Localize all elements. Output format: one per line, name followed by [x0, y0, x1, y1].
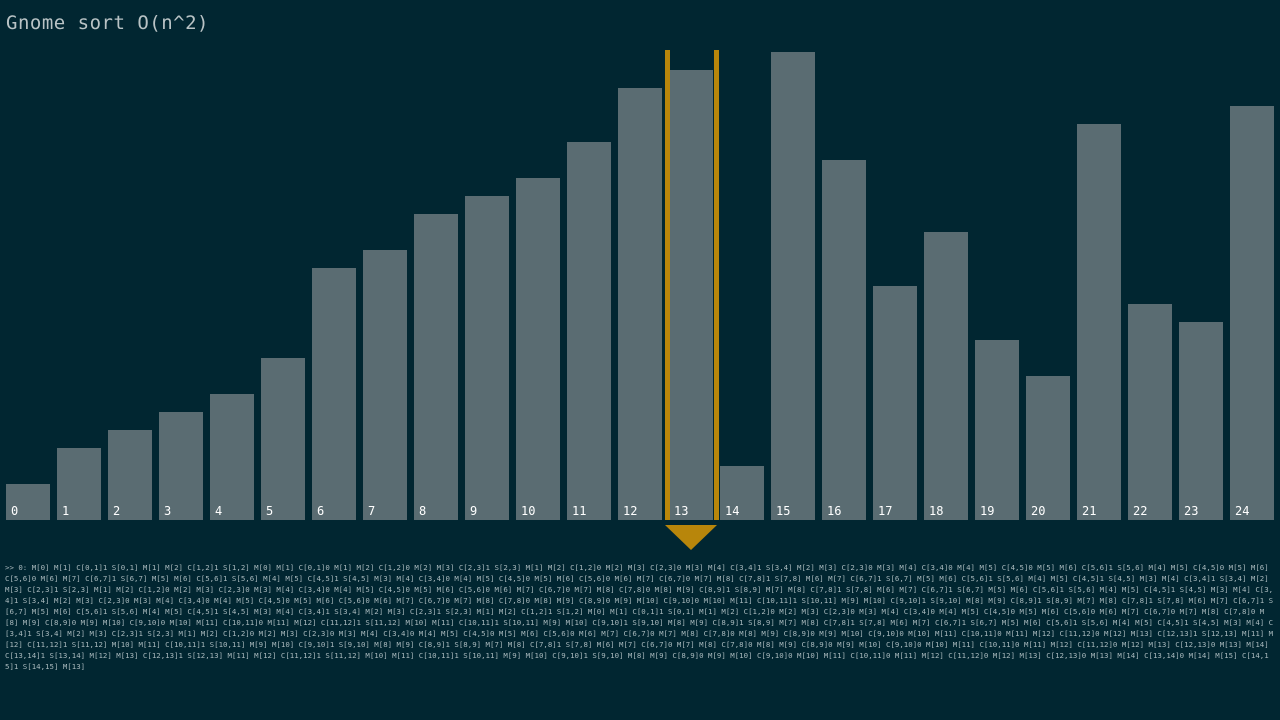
bar-19: 19 [975, 340, 1019, 520]
bar-index-label: 21 [1082, 504, 1097, 518]
bar-index-label: 19 [980, 504, 995, 518]
bar-index-label: 1 [62, 504, 70, 518]
bar-index-label: 6 [317, 504, 325, 518]
bar-index-label: 17 [878, 504, 893, 518]
bar-2: 2 [108, 430, 152, 520]
bar-18: 18 [924, 232, 968, 520]
highlight-right-line [714, 50, 719, 520]
bar-14: 14 [720, 466, 764, 520]
bar-index-label: 23 [1184, 504, 1199, 518]
operation-log: >> 0: M[0] M[1] C[0,1]1 S[0,1] M[1] M[2]… [5, 563, 1274, 671]
bar-20: 20 [1026, 376, 1070, 520]
bar-21: 21 [1077, 124, 1121, 520]
bar-index-label: 7 [368, 504, 376, 518]
bar-index-label: 12 [623, 504, 638, 518]
bar-24: 24 [1230, 106, 1274, 520]
bar-index-label: 9 [470, 504, 478, 518]
bar-visualization: 0 1 2 3 4 5 6 7 8 9 10 11 12 13 14 15 16 17 18 19 20 21 22 23 24 [6, 50, 1274, 520]
bar-index-label: 20 [1031, 504, 1046, 518]
bar-17: 17 [873, 286, 917, 520]
bar-index-label: 3 [164, 504, 172, 518]
current-index-pointer-icon [665, 525, 717, 550]
bar-index-label: 15 [776, 504, 791, 518]
bar-8: 8 [414, 214, 458, 520]
highlight-left-line [665, 50, 670, 520]
page-title: Gnome sort O(n^2) [6, 12, 209, 34]
bar-index-label: 14 [725, 504, 740, 518]
bar-index-label: 0 [11, 504, 19, 518]
bar-9: 9 [465, 196, 509, 520]
bar-12: 12 [618, 88, 662, 520]
bar-0: 0 [6, 484, 50, 520]
bar-index-label: 8 [419, 504, 427, 518]
bar-3: 3 [159, 412, 203, 520]
bar-index-label: 11 [572, 504, 587, 518]
bar-7: 7 [363, 250, 407, 520]
bar-index-label: 13 [674, 504, 689, 518]
bar-index-label: 10 [521, 504, 536, 518]
bar-index-label: 18 [929, 504, 944, 518]
bar-4: 4 [210, 394, 254, 520]
bar-1: 1 [57, 448, 101, 520]
bar-16: 16 [822, 160, 866, 520]
bar-15: 15 [771, 52, 815, 520]
bar-22: 22 [1128, 304, 1172, 520]
bar-13: 13 [669, 70, 713, 520]
bar-10: 10 [516, 178, 560, 520]
bar-5: 5 [261, 358, 305, 520]
bar-index-label: 5 [266, 504, 274, 518]
bar-index-label: 2 [113, 504, 121, 518]
bar-index-label: 4 [215, 504, 223, 518]
bar-index-label: 24 [1235, 504, 1250, 518]
bar-6: 6 [312, 268, 356, 520]
bar-11: 11 [567, 142, 611, 520]
bar-index-label: 22 [1133, 504, 1148, 518]
bar-23: 23 [1179, 322, 1223, 520]
bar-index-label: 16 [827, 504, 842, 518]
